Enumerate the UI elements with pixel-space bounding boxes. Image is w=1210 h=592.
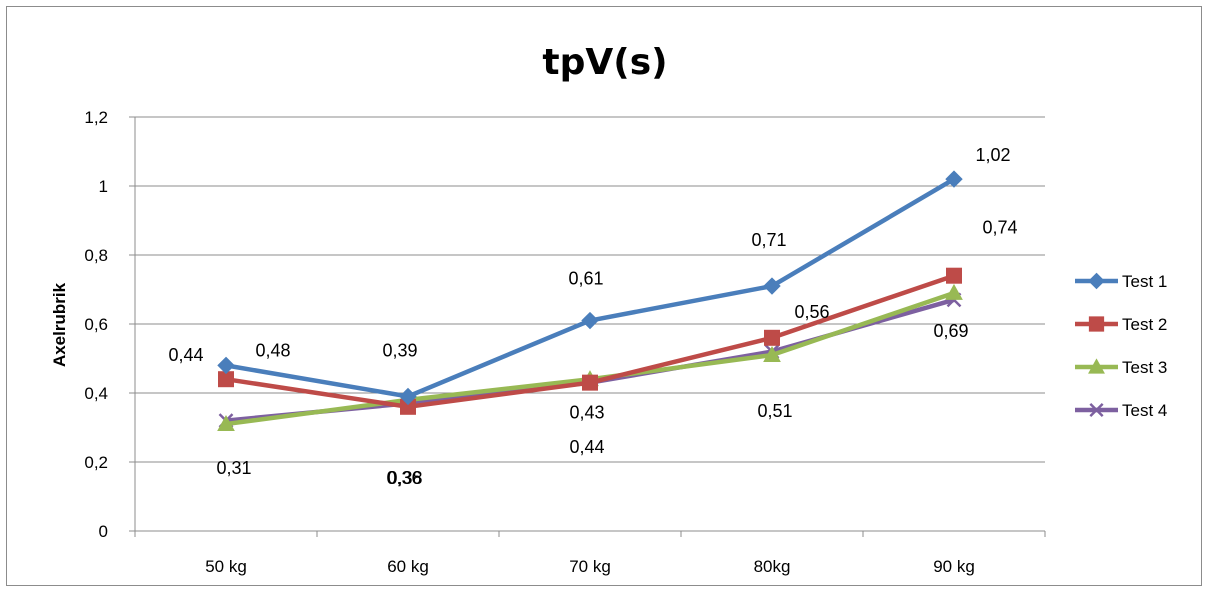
legend-label: Test 2 bbox=[1122, 315, 1167, 334]
y-tick-label: 1,2 bbox=[84, 108, 108, 127]
legend: Test 1 Test 2 Test 3 Test 4 bbox=[1075, 272, 1167, 420]
data-label: 0,39 bbox=[382, 340, 417, 360]
data-label: 0,44 bbox=[569, 437, 604, 457]
chart-frame bbox=[6, 6, 1202, 586]
data-label: 0,44 bbox=[168, 345, 203, 365]
data-point bbox=[581, 311, 599, 330]
series-lines bbox=[217, 170, 963, 431]
legend-marker bbox=[1089, 402, 1104, 418]
x-tick-label: 90 kg bbox=[933, 557, 975, 576]
y-tick-label: 0,8 bbox=[84, 246, 108, 265]
x-tick-label: 70 kg bbox=[569, 557, 611, 576]
legend-marker bbox=[1088, 272, 1105, 290]
y-tick-label: 0,6 bbox=[84, 315, 108, 334]
legend-marker bbox=[1088, 358, 1105, 374]
axes bbox=[129, 116, 1046, 537]
x-tick-label: 80kg bbox=[754, 557, 791, 576]
y-tick-label: 0,4 bbox=[84, 384, 108, 403]
data-point bbox=[764, 329, 780, 346]
data-point bbox=[945, 170, 963, 188]
data-label: 0,31 bbox=[216, 458, 251, 478]
data-label: 0,74 bbox=[982, 218, 1017, 238]
data-point bbox=[763, 277, 781, 295]
data-label: 0,69 bbox=[933, 321, 968, 341]
data-point bbox=[945, 283, 963, 300]
data-label: 0,48 bbox=[255, 340, 290, 360]
gridlines bbox=[135, 116, 1045, 463]
data-point bbox=[217, 415, 235, 431]
y-axis-label: Axelrubrik bbox=[50, 282, 69, 367]
y-tick-labels: 0 0,2 0,4 0,6 0,8 1 1,2 bbox=[84, 108, 108, 541]
data-labels: 0,48 0,39 0,61 0,71 1,02 0,44 0,36 0,43 0,56 0,74… bbox=[168, 145, 1017, 488]
data-label: 0,51 bbox=[757, 401, 792, 421]
y-tick-label: 0,2 bbox=[84, 453, 108, 472]
data-point bbox=[946, 267, 962, 284]
data-label: 0,43 bbox=[569, 403, 604, 423]
data-label: 0,61 bbox=[568, 269, 603, 289]
legend-label: Test 4 bbox=[1122, 401, 1167, 420]
data-point bbox=[399, 387, 417, 406]
data-point bbox=[217, 356, 235, 375]
legend-label: Test 3 bbox=[1122, 358, 1167, 377]
data-label: 0,71 bbox=[751, 230, 786, 250]
x-tick-label: 50 kg bbox=[205, 557, 247, 576]
legend-marker bbox=[1088, 316, 1105, 332]
data-point bbox=[763, 346, 781, 362]
data-point bbox=[582, 374, 598, 391]
x-tick-label: 60 kg bbox=[387, 557, 429, 576]
x-tick-labels: 50 kg 60 kg 70 kg 80kg 90 kg bbox=[205, 557, 975, 576]
y-tick-label: 0 bbox=[99, 522, 108, 541]
data-label: 0,38 bbox=[387, 468, 422, 488]
legend-label: Test 1 bbox=[1122, 272, 1167, 291]
chart-title: tpV(s) bbox=[542, 42, 667, 83]
y-tick-label: 1 bbox=[99, 177, 108, 196]
data-label: 1,02 bbox=[975, 145, 1010, 165]
data-label: 0,36 bbox=[386, 468, 421, 488]
data-label: 0,56 bbox=[794, 302, 829, 322]
